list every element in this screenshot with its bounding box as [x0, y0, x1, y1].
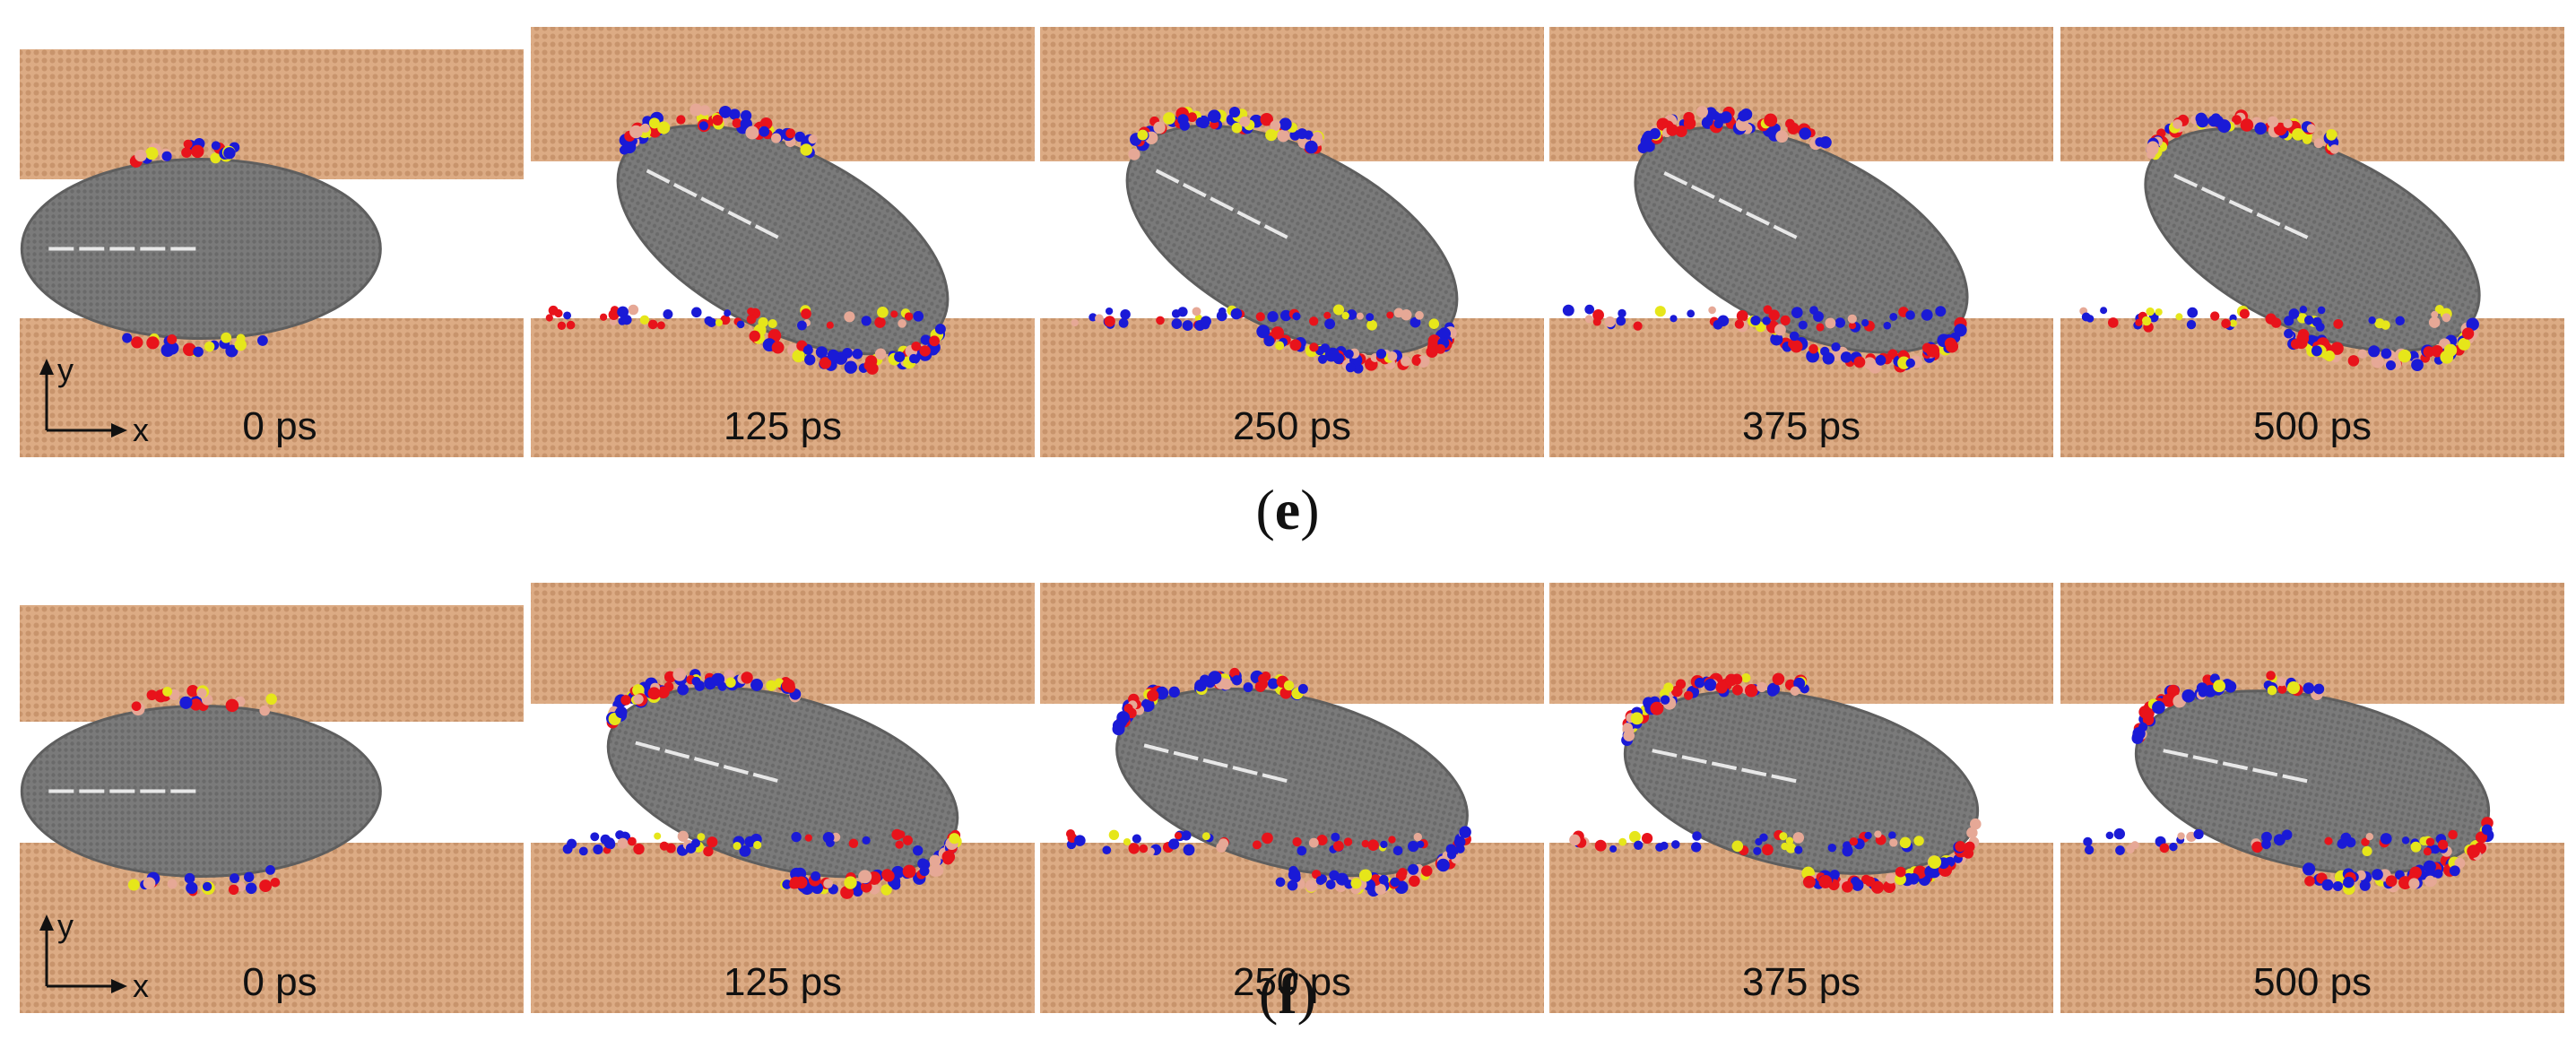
axis-x-label: x	[133, 412, 149, 448]
time-label: 375 ps	[1742, 960, 1860, 1004]
frame-e-3: 375 ps	[1549, 27, 2053, 457]
ellipse-particle	[616, 124, 950, 356]
interface-atoms	[545, 103, 946, 375]
frame-e-4: 500 ps	[2060, 27, 2564, 457]
orientation-marker-segment	[1210, 196, 1234, 212]
interface-atoms	[1071, 107, 1457, 374]
upper-slab	[20, 49, 524, 179]
ellipse-particle	[20, 158, 382, 340]
orientation-marker-segment	[1143, 743, 1169, 754]
orientation-marker-segment	[2284, 225, 2309, 239]
interface-atoms	[2083, 671, 2494, 896]
orientation-marker-segment	[2222, 761, 2249, 771]
time-label: 125 ps	[724, 960, 842, 1004]
orientation-marker-segment	[1652, 749, 1678, 758]
orientation-marker-segment	[2200, 186, 2225, 201]
ellipse-particle	[606, 686, 959, 879]
time-label: 250 ps	[1233, 960, 1351, 1004]
frame-f-4: 500 ps	[2060, 583, 2564, 1013]
orientation-marker-segment	[693, 757, 720, 767]
orientation-marker-segment	[752, 772, 778, 783]
orientation-marker-segment	[1155, 169, 1180, 184]
axis-x-label: x	[133, 967, 149, 1004]
orientation-marker-segment	[664, 749, 690, 759]
interface-atoms	[1065, 667, 1471, 897]
orientation-marker-segment	[1746, 211, 1770, 226]
orientation-marker-segment	[635, 741, 661, 751]
frame-e-2: 250 ps	[1040, 27, 1544, 457]
orientation-marker-segment	[700, 196, 724, 212]
orientation-marker-segment	[1173, 750, 1199, 761]
time-label: 0 ps	[242, 960, 317, 1004]
frame-f-3: 375 ps	[1549, 583, 2053, 1013]
orientation-marker-segment	[754, 224, 779, 239]
orientation-marker-segment	[672, 182, 698, 198]
lower-slab	[20, 318, 524, 457]
upper-slab	[1549, 27, 2053, 161]
orientation-marker-segment	[646, 169, 671, 184]
orientation-marker-segment	[1690, 185, 1715, 199]
orientation-marker-segment	[727, 210, 752, 226]
orientation-marker-segment	[1681, 755, 1707, 765]
interface-atoms	[1562, 106, 1967, 374]
orientation-marker-segment	[2173, 173, 2199, 188]
orientation-marker-segment	[1741, 767, 1767, 777]
axis-indicator: yx	[39, 351, 149, 448]
orientation-marker-segment	[2256, 212, 2281, 227]
orientation-marker-segment	[2252, 767, 2278, 777]
orientation-marker-segment	[1262, 773, 1288, 783]
upper-slab	[2060, 583, 2564, 704]
time-label: 375 ps	[1742, 404, 1860, 448]
axis-indicator: yx	[39, 907, 149, 1004]
frame-f-1: 125 ps	[531, 583, 1035, 1013]
axis-y-label: y	[57, 907, 74, 944]
time-label: 0 ps	[242, 404, 317, 448]
interface-atoms	[562, 668, 962, 899]
orientation-marker-segment	[1182, 182, 1207, 198]
orientation-marker-segment	[1771, 774, 1797, 784]
panel-label-e: (e)	[1255, 478, 1319, 541]
orientation-marker-segment	[2228, 199, 2253, 214]
orientation-marker-segment	[1711, 761, 1738, 771]
orientation-marker-segment	[1718, 197, 1743, 212]
upper-slab	[2060, 27, 2564, 161]
panel-label-f: (f)	[1259, 962, 1316, 1026]
orientation-marker-segment	[1773, 224, 1798, 239]
axis-y-label: y	[57, 351, 74, 388]
orientation-marker-segment	[1232, 766, 1258, 775]
lower-slab	[531, 318, 1035, 457]
interface-atoms	[127, 685, 281, 897]
time-label: 125 ps	[724, 404, 842, 448]
lower-slab	[1549, 843, 2053, 1013]
orientation-marker-segment	[2282, 774, 2308, 784]
lower-slab	[531, 843, 1035, 1013]
orientation-marker-segment	[2192, 755, 2218, 765]
frame-e-1: 125 ps	[531, 27, 1035, 457]
interface-atoms	[2079, 109, 2479, 371]
orientation-marker-segment	[1202, 758, 1228, 768]
time-label: 250 ps	[1233, 404, 1351, 448]
ellipse-particle	[20, 705, 382, 878]
orientation-marker-segment	[1236, 210, 1262, 226]
ellipse-particle	[2134, 689, 2491, 875]
orientation-marker-segment	[1663, 171, 1688, 186]
orientation-marker-segment	[2163, 749, 2189, 758]
ellipse-particle	[1115, 687, 1469, 878]
time-label: 500 ps	[2253, 404, 2372, 448]
time-label: 500 ps	[2253, 960, 2372, 1004]
interface-atoms	[122, 138, 268, 358]
orientation-marker-segment	[723, 764, 749, 775]
orientation-marker-segment	[1263, 224, 1288, 239]
interface-atoms	[1569, 672, 1982, 894]
frame-f-2: 250 ps	[1040, 583, 1544, 1013]
